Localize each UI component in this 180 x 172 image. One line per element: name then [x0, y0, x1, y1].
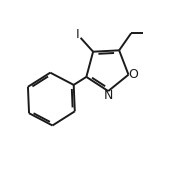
Text: N: N	[103, 89, 113, 102]
Text: I: I	[76, 28, 80, 41]
Text: O: O	[128, 68, 138, 81]
